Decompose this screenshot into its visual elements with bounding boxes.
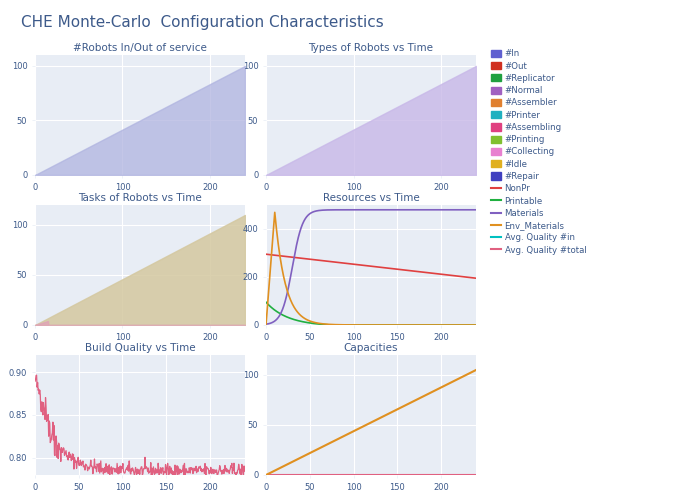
Title: Capacities: Capacities [344,343,398,353]
Legend: #In, #Out, #Replicator, #Normal, #Assembler, #Printer, #Assembling, #Printing, #: #In, #Out, #Replicator, #Normal, #Assemb… [491,50,587,255]
Title: Tasks of Robots vs Time: Tasks of Robots vs Time [78,193,202,203]
Title: Types of Robots vs Time: Types of Robots vs Time [309,43,433,53]
Title: #Robots In/Out of service: #Robots In/Out of service [73,43,207,53]
Title: Build Quality vs Time: Build Quality vs Time [85,343,195,353]
Text: CHE Monte-Carlo  Configuration Characteristics: CHE Monte-Carlo Configuration Characteri… [21,15,384,30]
Title: Resources vs Time: Resources vs Time [323,193,419,203]
